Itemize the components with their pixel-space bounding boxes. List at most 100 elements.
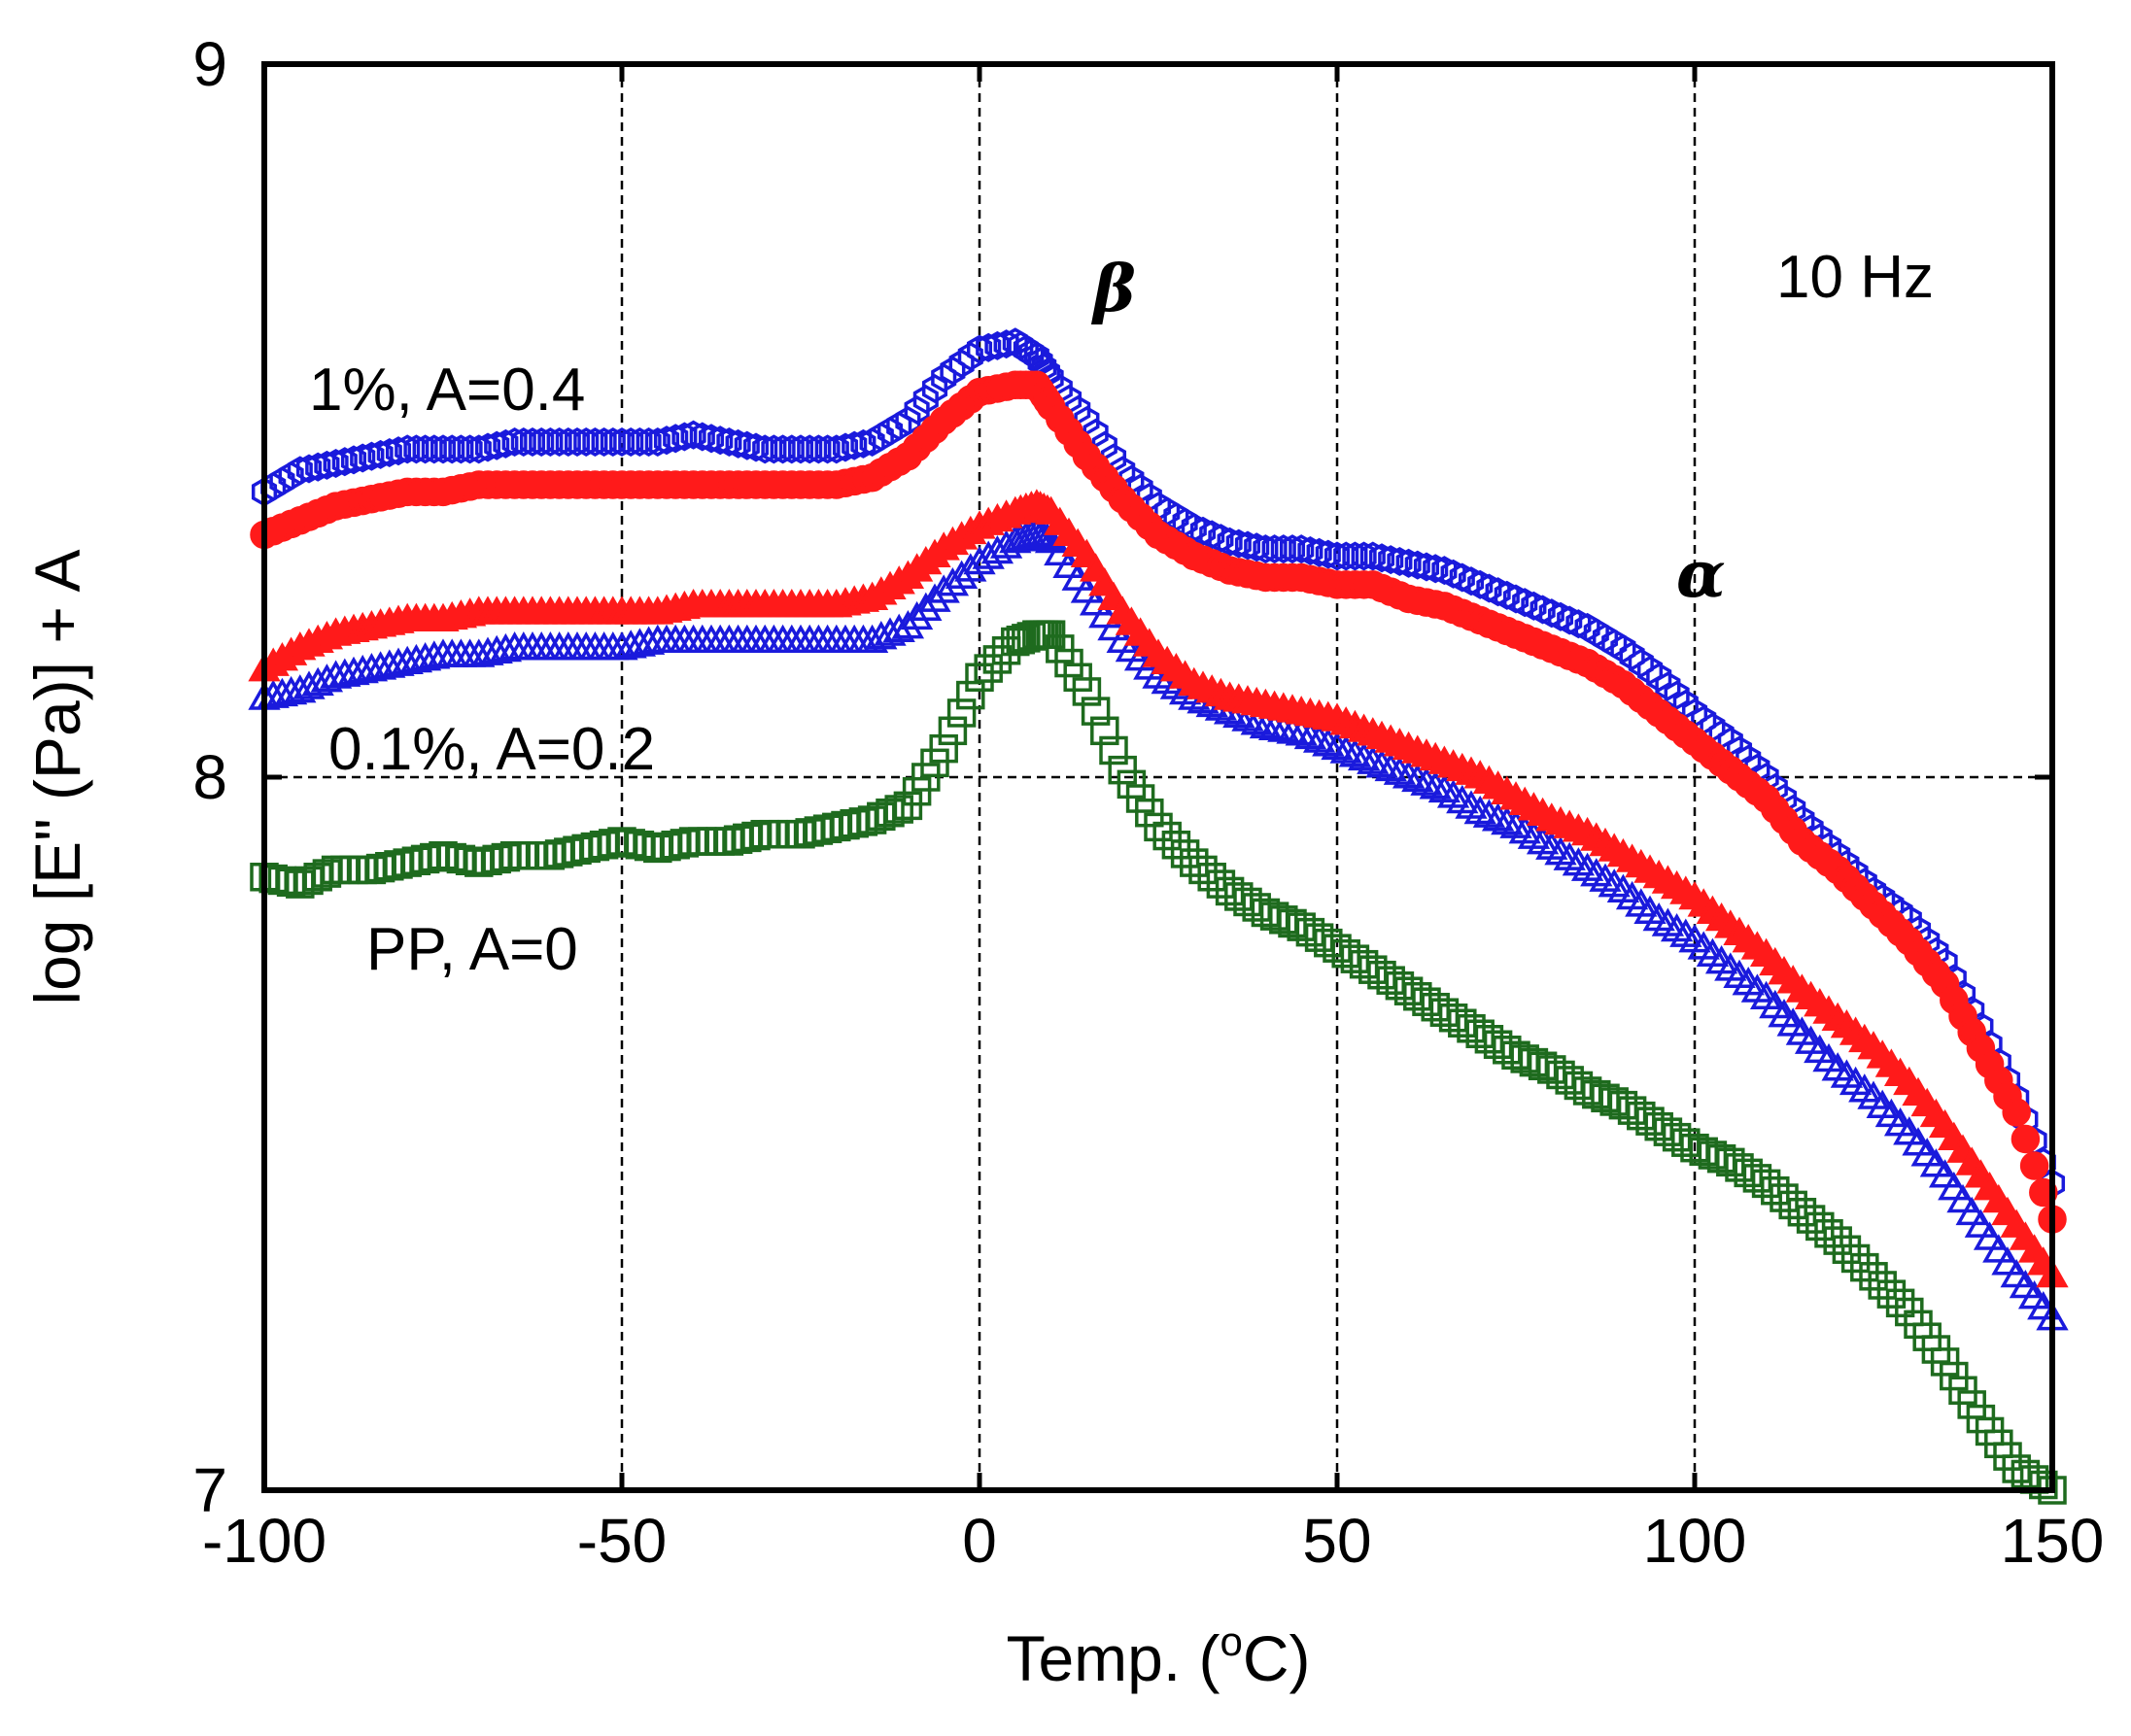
data-point xyxy=(1463,795,1496,825)
data-point xyxy=(408,642,442,671)
data-point xyxy=(1314,928,1343,958)
data-point xyxy=(636,426,662,458)
data-point xyxy=(752,434,778,464)
data-point xyxy=(376,437,402,468)
data-point xyxy=(1088,599,1121,629)
data-point xyxy=(480,634,513,664)
data-point xyxy=(1457,1013,1486,1043)
data-point xyxy=(519,426,546,458)
data-point xyxy=(1374,752,1407,782)
data-point xyxy=(974,654,1003,683)
data-point xyxy=(1716,1147,1745,1177)
data-point xyxy=(340,445,367,475)
data-point xyxy=(1419,770,1452,800)
data-point xyxy=(430,434,457,464)
beta-peak-label: β xyxy=(1090,251,1136,326)
data-point xyxy=(823,434,849,464)
data-point xyxy=(2029,1470,2058,1500)
data-point xyxy=(1358,955,1388,984)
data-point xyxy=(859,426,885,458)
data-point xyxy=(929,733,958,764)
data-point xyxy=(1859,1262,1888,1291)
data-point xyxy=(1383,756,1417,785)
data-point xyxy=(632,626,666,655)
data-point xyxy=(1215,876,1245,906)
data-point xyxy=(474,432,501,462)
data-point xyxy=(1850,1252,1879,1282)
data-point xyxy=(895,405,921,436)
data-point xyxy=(1081,697,1111,726)
data-point xyxy=(421,434,447,464)
data-point xyxy=(510,426,536,458)
data-point xyxy=(1267,713,1300,742)
axis-ticks xyxy=(261,61,2055,1493)
data-point xyxy=(546,426,572,458)
data-point xyxy=(328,658,361,687)
data-point xyxy=(1365,749,1398,778)
data-point xyxy=(463,638,496,667)
data-point xyxy=(1823,1226,1852,1255)
data-point xyxy=(484,430,510,460)
data-point xyxy=(653,425,680,456)
data-point xyxy=(1421,992,1450,1022)
data-point xyxy=(1144,812,1173,842)
data-point xyxy=(1161,830,1191,860)
data-point xyxy=(448,434,474,464)
y-tick-label: 8 xyxy=(192,742,227,812)
data-point xyxy=(346,654,379,684)
data-point xyxy=(1357,745,1390,774)
data-point xyxy=(850,428,876,459)
data-point xyxy=(2002,1454,2031,1483)
data-point xyxy=(1474,1024,1504,1054)
data-point xyxy=(1376,966,1405,995)
frequency-label: 10 Hz xyxy=(1776,244,1934,311)
data-point xyxy=(339,855,368,885)
data-point xyxy=(1429,998,1460,1027)
data-point xyxy=(1955,1196,1988,1226)
data-point xyxy=(1982,1234,2015,1263)
series-circle-filled xyxy=(250,370,2067,1234)
data-point xyxy=(555,426,581,458)
data-point xyxy=(529,426,555,458)
data-point xyxy=(1342,541,1368,571)
series-square-open xyxy=(250,620,2067,1505)
data-point xyxy=(1946,1183,1979,1213)
data-point xyxy=(509,840,538,870)
data-point xyxy=(938,716,968,746)
data-point xyxy=(842,430,868,460)
data-point xyxy=(1099,735,1128,766)
data-point xyxy=(777,819,807,849)
data-point xyxy=(337,656,370,686)
data-point xyxy=(1295,917,1325,947)
data-point xyxy=(761,434,787,464)
data-point xyxy=(1491,805,1524,835)
data-point xyxy=(614,630,647,659)
x-axis-title: Temp. (oC) xyxy=(1006,1618,1310,1694)
data-point xyxy=(363,651,397,680)
data-point xyxy=(1465,1019,1495,1048)
data-point xyxy=(1664,680,1690,710)
data-point xyxy=(1338,738,1372,767)
data-point xyxy=(1635,1106,1665,1136)
data-point xyxy=(1725,1153,1754,1182)
data-point xyxy=(2002,1098,2031,1127)
data-point xyxy=(1876,1279,1907,1309)
data-point xyxy=(1832,1235,1862,1265)
data-point xyxy=(797,434,823,464)
data-point xyxy=(832,432,859,462)
data-point xyxy=(1152,821,1182,851)
data-point xyxy=(1403,981,1432,1011)
series-label-1pct: 1%, A=0.4 xyxy=(309,357,585,424)
x-tick-label: -100 xyxy=(202,1506,327,1576)
data-point xyxy=(265,677,299,707)
data-point xyxy=(2011,1459,2041,1489)
x-tick-label: 50 xyxy=(1302,1506,1371,1576)
data-point xyxy=(1027,521,1060,550)
data-point xyxy=(439,434,465,464)
data-point xyxy=(1472,799,1506,828)
data-point xyxy=(806,434,832,464)
data-point xyxy=(1438,1003,1468,1033)
data-point xyxy=(1257,711,1291,740)
data-point xyxy=(1249,709,1283,739)
data-point xyxy=(904,394,930,425)
